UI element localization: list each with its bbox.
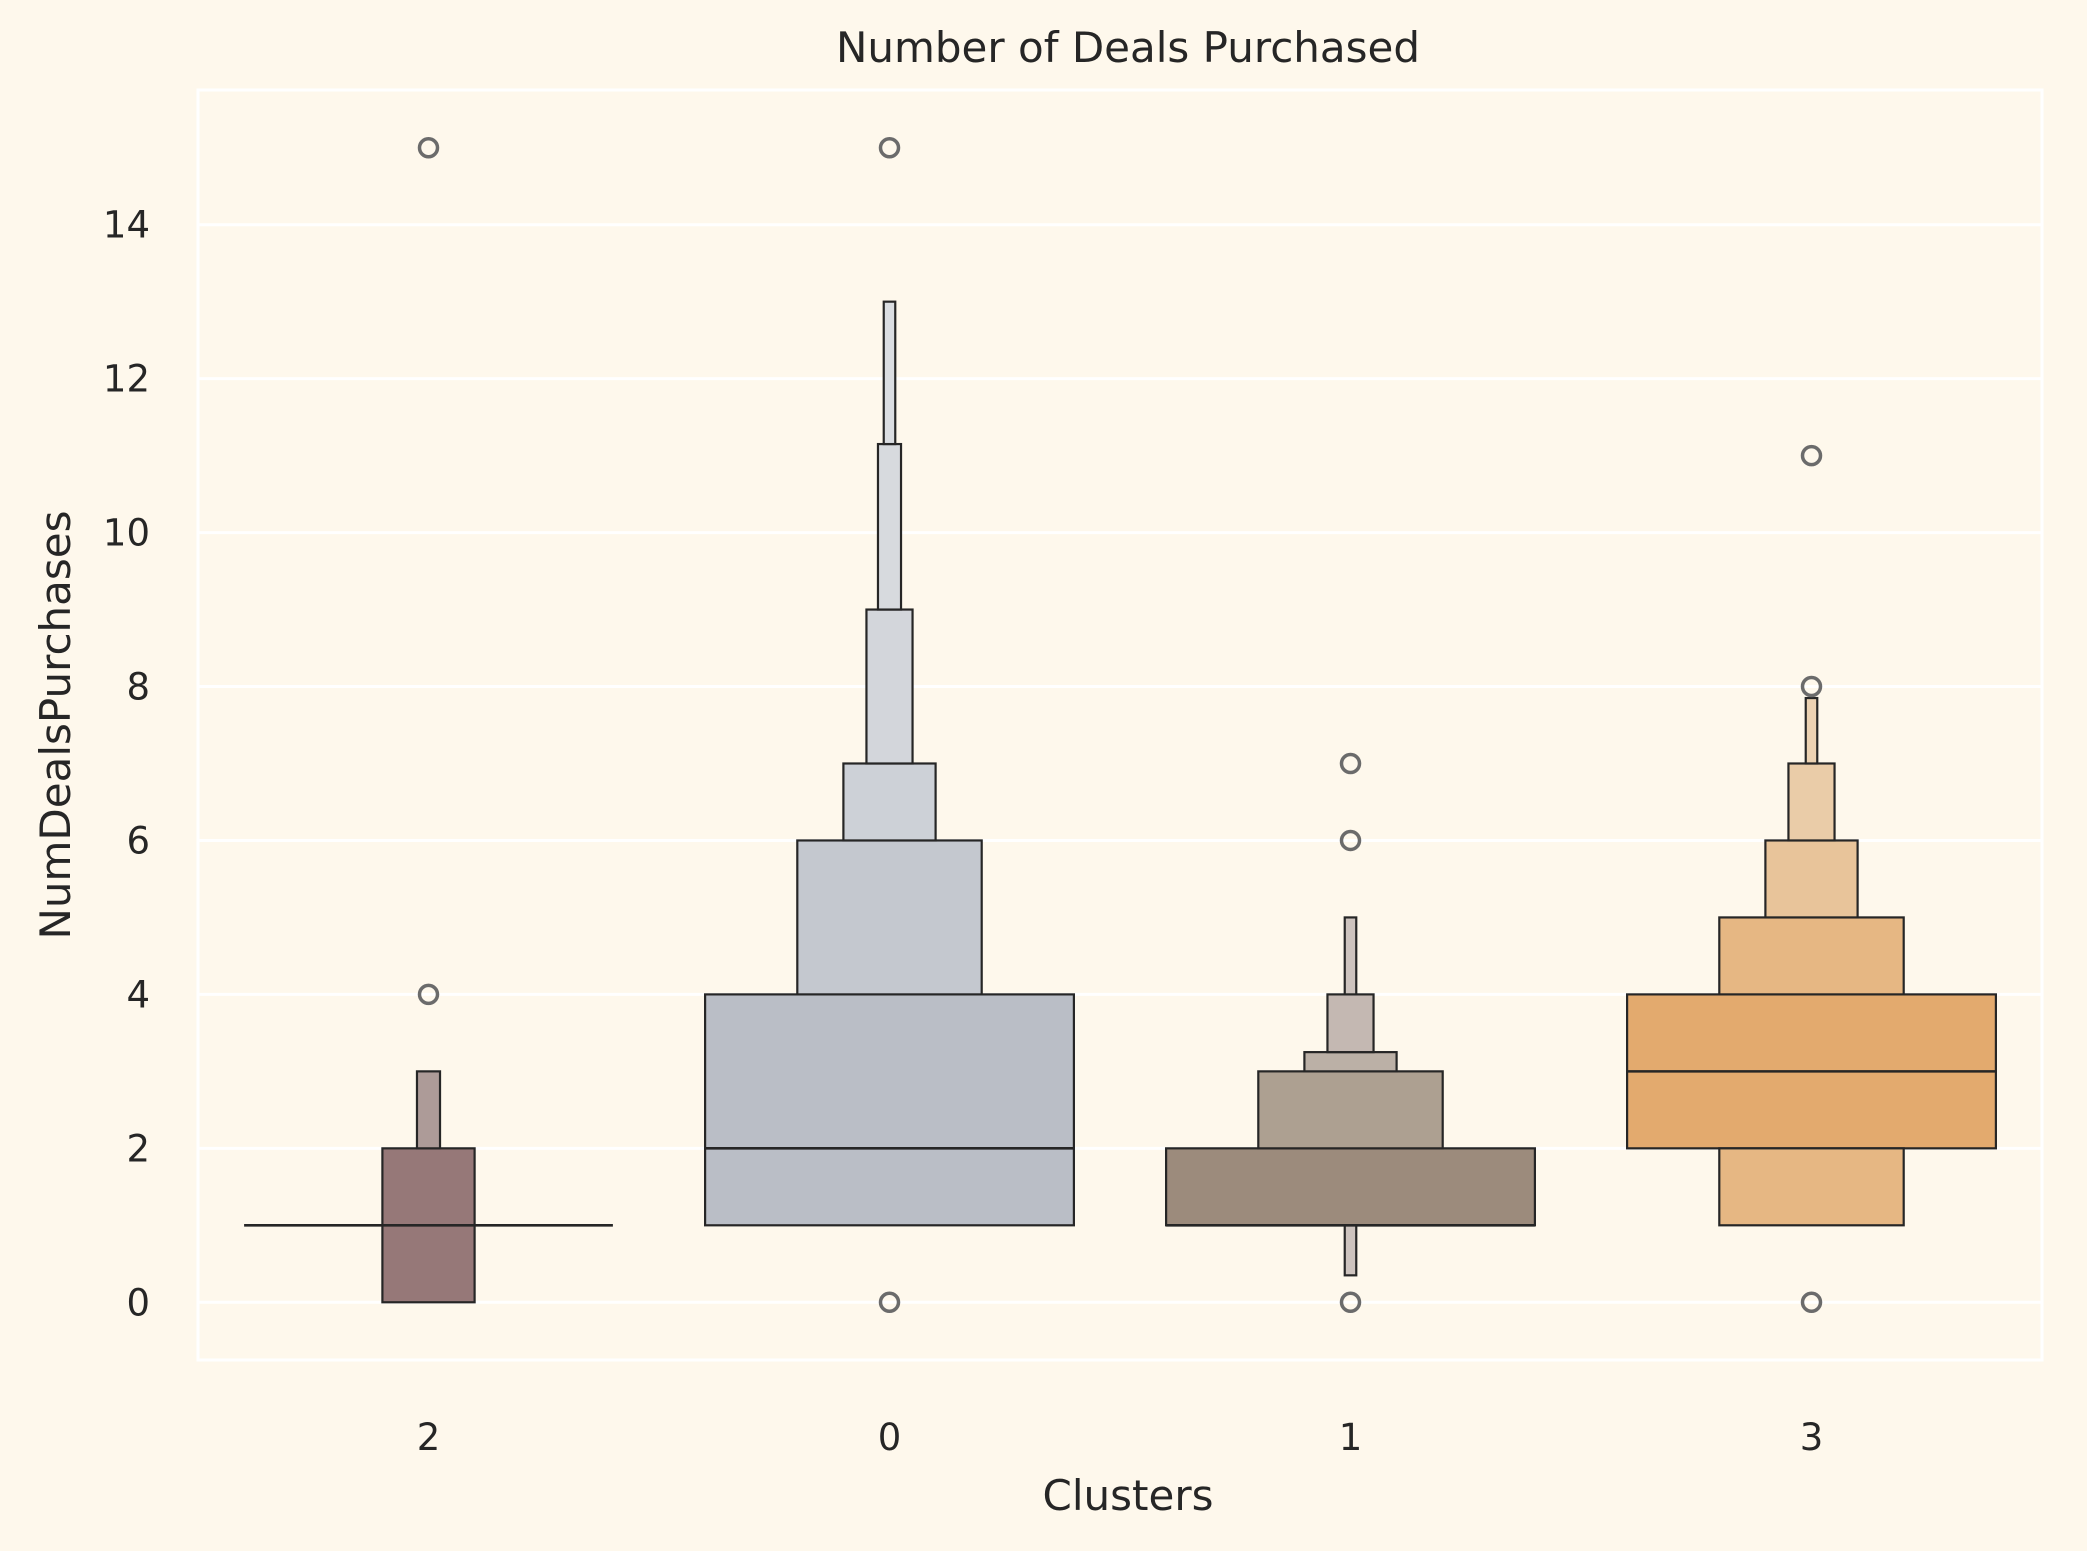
y-axis-label: NumDealsPurchases [31,510,80,939]
x-axis-label: Clusters [1043,1471,1214,1520]
outlier-point [1339,829,1362,852]
boxen-box [1164,1147,1536,1227]
x-tick-label: 1 [1339,1416,1363,1459]
outlier-point [1800,444,1823,467]
y-tick-label: 2 [126,1127,150,1170]
outlier-point [878,1291,901,1314]
y-tick-label: 4 [126,973,150,1016]
boxen-box [882,300,897,446]
boxen-box [1343,1224,1358,1277]
y-tick-label: 6 [126,819,150,862]
boxen-box [1787,762,1836,842]
boxen-group-3 [1625,444,1997,1314]
outlier-point [1800,1291,1823,1314]
boxen-group-1 [1164,752,1536,1314]
x-tick-label: 2 [417,1416,441,1459]
boxen-box [703,993,1075,1227]
y-tick-labels: 0 2 4 6 8 10 12 14 [103,204,150,1325]
boxen-box [842,762,937,842]
boxen-box [1804,696,1819,765]
x-tick-label: 3 [1800,1416,1824,1459]
y-tick-label: 12 [103,358,150,401]
outlier-point [1339,752,1362,775]
chart-title: Number of Deals Purchased [836,23,1420,72]
boxen-box [1718,916,1905,996]
outlier-point [1800,675,1823,698]
y-tick-label: 8 [126,666,150,709]
boxen-group-2 [244,136,613,1304]
outlier-point [417,136,440,159]
y-tick-label: 10 [103,512,150,555]
grid [198,223,2042,1304]
x-tick-label: 0 [878,1416,902,1459]
boxen-group-0 [703,136,1075,1314]
boxen-box [865,608,914,765]
chart-marks [244,136,1997,1314]
plot-frame [196,88,2044,1362]
y-tick-label: 14 [103,204,150,247]
outlier-point [1339,1291,1362,1314]
boxen-box [1257,1070,1444,1150]
outlier-point [878,136,901,159]
boxen-box [1303,1051,1398,1073]
boxen-box [415,1070,442,1150]
outlier-point [417,983,440,1006]
boxen-box [1343,916,1358,996]
boxen-box [1764,839,1859,919]
y-tick-label: 0 [126,1281,150,1324]
boxen-box [1326,993,1375,1054]
boxen-box [1718,1147,1905,1227]
boxen-box [796,839,983,996]
boxen-box [876,442,903,611]
